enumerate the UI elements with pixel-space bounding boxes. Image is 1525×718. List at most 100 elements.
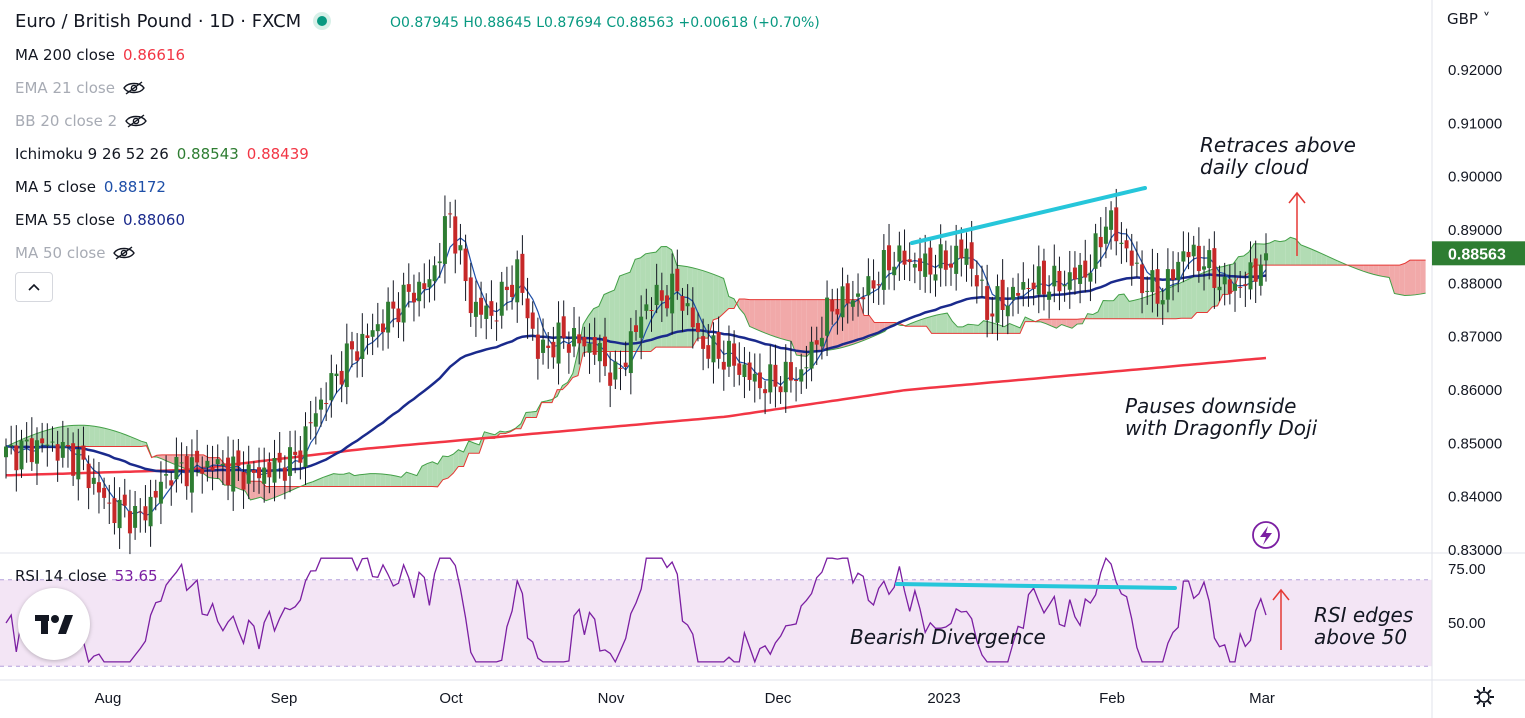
candle xyxy=(1196,227,1201,283)
cloud-segment xyxy=(973,324,979,334)
candle xyxy=(1181,231,1186,283)
cloud-segment xyxy=(385,474,391,487)
candle xyxy=(1176,252,1181,293)
cloud-segment xyxy=(266,486,272,501)
candle xyxy=(861,287,866,314)
candle xyxy=(370,313,375,356)
cloud-segment xyxy=(1196,273,1202,313)
candle xyxy=(1248,241,1253,300)
cloud-segment xyxy=(110,429,116,447)
candle xyxy=(349,331,354,368)
indicator-label: MA 5 close xyxy=(15,178,96,196)
cloud-segment xyxy=(765,299,771,336)
candle xyxy=(825,280,830,357)
annotation-pauses-line1: Pauses downside xyxy=(1125,394,1297,418)
candle xyxy=(329,354,334,418)
cloud-segment xyxy=(58,426,64,447)
cloud-segment xyxy=(255,481,261,499)
candle xyxy=(742,347,747,399)
candle xyxy=(763,380,768,415)
indicator-value: 0.86616 xyxy=(123,46,186,64)
open-value: O0.87945 xyxy=(390,15,459,31)
cloud-segment xyxy=(1332,258,1338,266)
candle xyxy=(757,353,762,400)
candle xyxy=(174,437,179,493)
indicator-row[interactable]: MA 50 close xyxy=(15,244,136,262)
candle xyxy=(122,478,127,518)
candle xyxy=(1016,273,1021,314)
cloud-segment xyxy=(780,299,786,341)
cloud-segment xyxy=(1420,260,1426,295)
cloud-segment xyxy=(713,274,719,320)
candle xyxy=(153,479,158,511)
rsi-line xyxy=(5,556,1267,664)
indicator-row[interactable]: MA 5 close 0.88172 xyxy=(15,178,166,196)
candle xyxy=(386,287,391,349)
candle xyxy=(613,350,618,389)
candle xyxy=(1036,245,1041,314)
candle xyxy=(1124,228,1129,263)
cloud-segment xyxy=(531,411,537,418)
candle xyxy=(231,439,236,511)
candle xyxy=(530,301,535,341)
indicator-row[interactable]: EMA 55 close 0.88060 xyxy=(15,211,185,229)
cloud-segment xyxy=(1134,298,1140,319)
indicator-row[interactable]: Ichimoku 9 26 52 26 0.88543 0.88439 xyxy=(15,145,309,163)
cloud-segment xyxy=(988,321,994,334)
candle xyxy=(525,277,530,339)
cloud-segment xyxy=(401,472,407,487)
candle xyxy=(411,274,416,322)
cloud-segment xyxy=(130,436,136,447)
candle xyxy=(91,458,96,495)
candle xyxy=(169,471,174,506)
indicator-row[interactable]: MA 200 close 0.86616 xyxy=(15,46,185,64)
cloud-segment xyxy=(1046,319,1052,326)
candle xyxy=(845,274,850,324)
candle xyxy=(489,280,494,330)
rsi-range-band xyxy=(0,579,1432,667)
currency-selector[interactable]: GBP ˅ xyxy=(1447,10,1490,28)
cloud-segment xyxy=(1290,237,1296,266)
candle xyxy=(587,323,592,374)
candle xyxy=(427,259,432,303)
candle xyxy=(1005,287,1010,335)
indicator-label: EMA 55 close xyxy=(15,211,115,229)
cloud-segment xyxy=(1113,294,1119,319)
candle xyxy=(726,325,731,377)
candle xyxy=(1119,222,1124,264)
candle xyxy=(923,234,928,293)
candle xyxy=(463,234,468,301)
candle xyxy=(1191,235,1196,278)
symbol-title[interactable]: Euro / British Pound · 1D · FXCM xyxy=(15,11,327,32)
collapse-legend-button[interactable] xyxy=(15,272,53,302)
candle xyxy=(195,429,200,477)
cloud-segment xyxy=(936,313,942,334)
cloud-segment xyxy=(526,412,532,418)
candle xyxy=(417,272,422,317)
cloud-segment xyxy=(416,466,422,487)
settings-gear-icon[interactable] xyxy=(1473,686,1495,708)
cloud-segment xyxy=(271,486,277,499)
indicator-row[interactable]: EMA 21 close xyxy=(15,79,145,97)
indicator-row[interactable]: BB 20 close 2 xyxy=(15,112,147,130)
candle xyxy=(236,438,241,481)
candle xyxy=(985,264,990,338)
candle xyxy=(422,263,427,309)
candle xyxy=(1186,232,1191,270)
candle xyxy=(597,334,602,383)
candle xyxy=(954,224,959,291)
candle xyxy=(582,326,587,357)
indicator-label: Ichimoku 9 26 52 26 xyxy=(15,145,169,163)
cloud-segment xyxy=(120,432,126,447)
candle xyxy=(990,296,995,334)
candle xyxy=(282,455,287,500)
candle xyxy=(1021,262,1026,307)
tradingview-logo[interactable] xyxy=(18,588,90,660)
ma200-line xyxy=(5,356,1267,477)
candle xyxy=(499,271,504,329)
candle xyxy=(649,297,654,332)
candle xyxy=(1052,244,1057,303)
candle xyxy=(96,461,101,514)
